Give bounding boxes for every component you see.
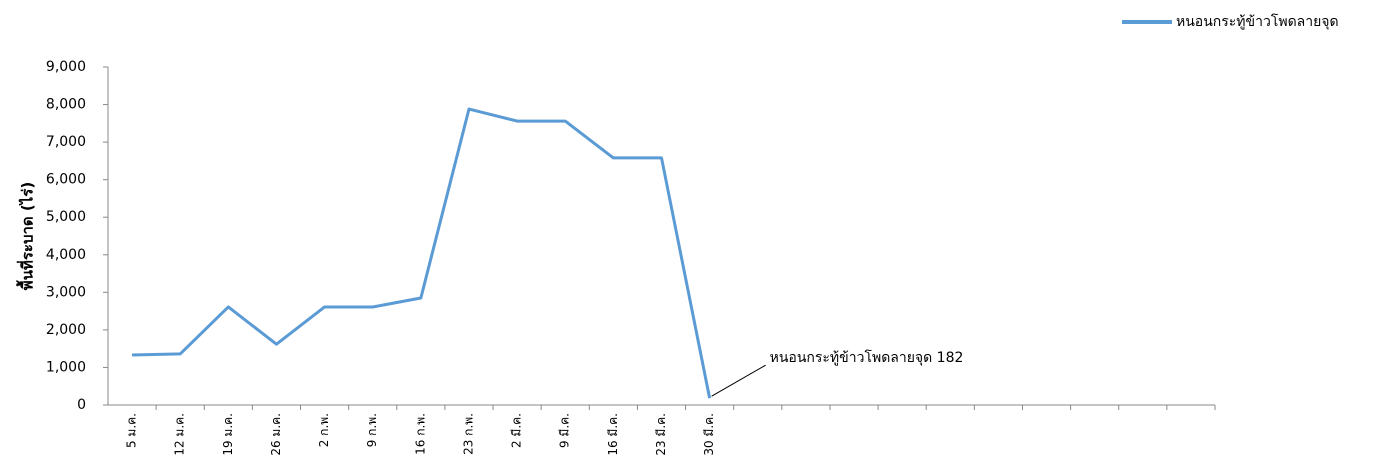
y-tick-label: 6,000 — [46, 172, 86, 188]
x-tick-label: 23 ก.พ. — [461, 413, 475, 455]
x-tick-label: 26 ม.ค. — [269, 413, 283, 456]
x-tick-label: 19 ม.ค. — [221, 413, 235, 456]
y-tick-label: 9,000 — [46, 59, 86, 75]
y-tick-label: 0 — [77, 397, 86, 413]
x-tick-label: 9 มี.ค. — [558, 413, 572, 448]
y-tick-label: 2,000 — [46, 322, 86, 338]
y-tick-label: 8,000 — [46, 97, 86, 113]
x-tick-label: 30 มี.ค. — [702, 413, 716, 456]
y-tick-label: 5,000 — [46, 209, 86, 225]
x-tick-label: 16 มี.ค. — [606, 413, 620, 456]
x-tick-label: 16 ก.พ. — [413, 413, 427, 455]
y-tick-label: 7,000 — [46, 134, 86, 150]
x-tick-label: 9 ก.พ. — [365, 413, 379, 447]
y-tick-label: 3,000 — [46, 284, 86, 300]
data-label: หนอนกระทู้ข้าวโพดลายจุด 182 — [770, 349, 964, 366]
x-tick-label: 12 ม.ค. — [173, 413, 187, 456]
legend-label: หนอนกระทู้ข้าวโพดลายจุด — [1176, 13, 1339, 30]
y-axis-label: พื้นที่ระบาด (ไร่) — [16, 182, 37, 290]
y-tick-label: 4,000 — [46, 247, 86, 263]
label-leader — [711, 364, 766, 397]
x-tick-label: 2 มี.ค. — [510, 413, 524, 448]
x-tick-label: 2 ก.พ. — [317, 413, 331, 447]
y-tick-label: 1,000 — [46, 359, 86, 375]
x-tick-label: 5 ม.ค. — [125, 413, 139, 448]
x-tick-label: 23 มี.ค. — [654, 413, 668, 456]
series-line — [132, 107, 712, 399]
